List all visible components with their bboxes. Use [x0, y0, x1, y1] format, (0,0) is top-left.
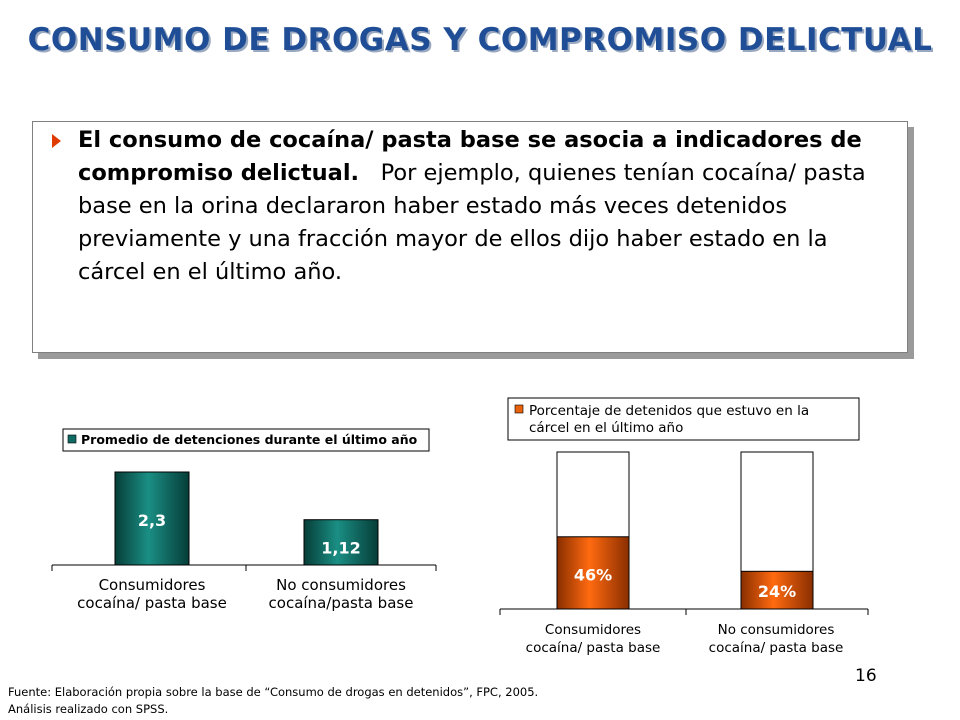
page-title: CONSUMO DE DROGAS Y COMPROMISO DELICTUAL	[27, 22, 933, 58]
legend-box	[507, 397, 860, 441]
bar-1	[114, 471, 190, 566]
category-label: Consumidores	[99, 576, 206, 594]
chart-carcel: Porcentaje de detenidos que estuvo en la…	[499, 397, 869, 656]
bar-value-label: 1,12	[321, 539, 360, 558]
bullet-arrow-icon	[52, 134, 61, 148]
category-label: cocaína/ pasta base	[77, 594, 227, 612]
legend-swatch	[514, 404, 524, 414]
page-number: 16	[855, 666, 877, 686]
legend-label: cárcel en el último año	[529, 420, 683, 436]
bullet-text-bold: El consumo de cocaína/ pasta base se aso…	[78, 127, 862, 186]
category-label: cocaína/ pasta base	[526, 640, 661, 656]
legend-label: Promedio de detenciones durante el últim…	[81, 432, 418, 447]
category-label: Consumidores	[545, 622, 641, 638]
text-box	[32, 121, 908, 353]
source-line-1: Fuente: Elaboración propia sobre la base…	[8, 685, 539, 699]
legend-box	[62, 428, 430, 452]
bar-value-label: 46%	[574, 565, 612, 584]
bar-1	[556, 536, 630, 610]
source-note: Fuente: Elaboración propia sobre la base…	[8, 684, 538, 718]
legend-label: Porcentaje de detenidos que estuvo en la	[529, 403, 809, 419]
bar-value-label: 24%	[758, 582, 796, 601]
source-line-2: Análisis realizado con SPSS.	[8, 702, 169, 716]
bar-2	[303, 519, 379, 566]
chart-detenciones: Promedio de detenciones durante el últim…	[51, 428, 437, 612]
bullet-text: El consumo de cocaína/ pasta base se aso…	[78, 124, 888, 289]
bar-value-label: 2,3	[138, 511, 166, 530]
bullet-text-normal: Por ejemplo, quienes tenían cocaína/ pas…	[78, 160, 866, 285]
category-label: No consumidores	[276, 576, 406, 594]
category-label: cocaína/ pasta base	[709, 640, 844, 656]
category-label: No consumidores	[718, 622, 835, 638]
bar-2	[740, 570, 814, 610]
legend-swatch	[67, 434, 77, 444]
category-label: cocaína/pasta base	[269, 594, 414, 612]
